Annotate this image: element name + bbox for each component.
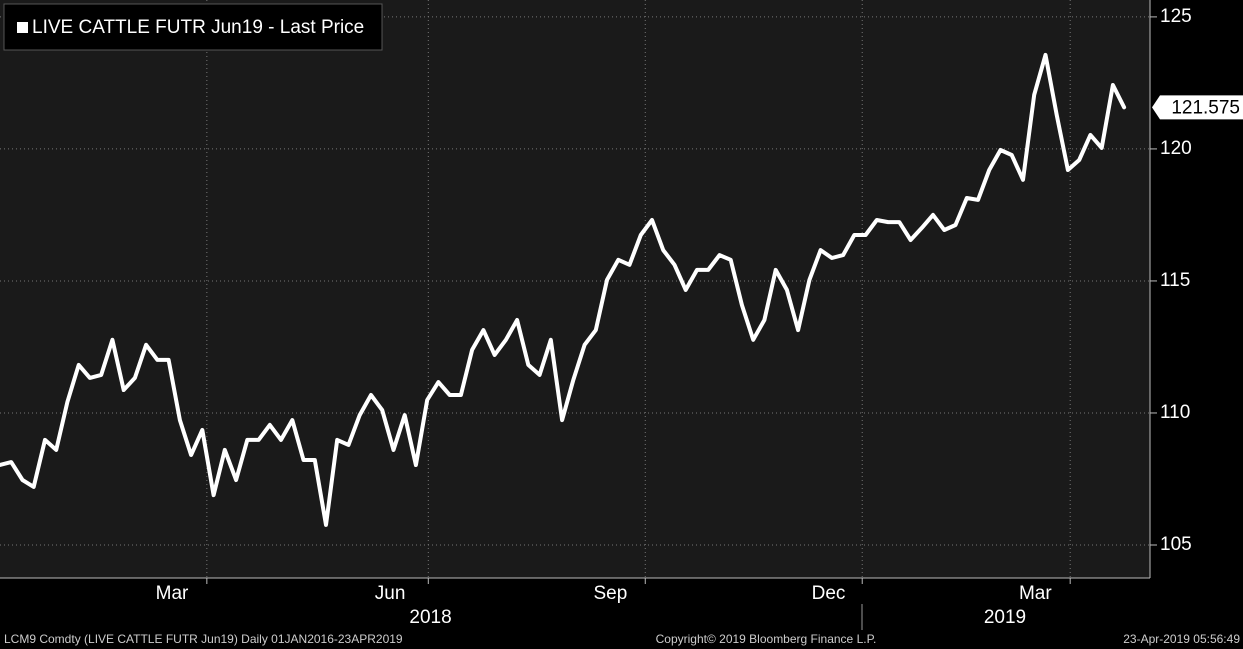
footer-right: 23-Apr-2019 05:56:49 xyxy=(1123,632,1240,646)
footer-left: LCM9 Comdty (LIVE CATTLE FUTR Jun19) Dai… xyxy=(4,632,403,646)
legend-label: LIVE CATTLE FUTR Jun19 - Last Price xyxy=(32,17,364,38)
y-tick-label: 105 xyxy=(1160,534,1192,555)
y-tick-label: 125 xyxy=(1160,6,1192,27)
y-tick-label: 110 xyxy=(1160,402,1190,423)
x-tick-label: Mar xyxy=(156,583,189,604)
price-line xyxy=(0,52,1127,527)
x-tick-label: Mar xyxy=(1019,583,1052,604)
legend: LIVE CATTLE FUTR Jun19 - Last Price xyxy=(3,3,383,51)
last-price-label: 121.575 xyxy=(1171,97,1240,118)
year-label: 2019 xyxy=(984,607,1026,628)
last-price-tag xyxy=(1152,95,1243,120)
x-tick-label: Jun xyxy=(375,583,406,604)
y-tick-label: 115 xyxy=(1160,270,1190,291)
plot-area xyxy=(0,0,1150,578)
footer-center: Copyright© 2019 Bloomberg Finance L.P. xyxy=(656,632,877,646)
y-tick-label: 120 xyxy=(1160,138,1192,159)
x-tick-label: Dec xyxy=(812,583,846,604)
x-tick-label: Sep xyxy=(594,583,628,604)
year-label: 2018 xyxy=(409,607,451,628)
legend-box xyxy=(3,3,383,51)
legend-swatch xyxy=(17,22,28,33)
